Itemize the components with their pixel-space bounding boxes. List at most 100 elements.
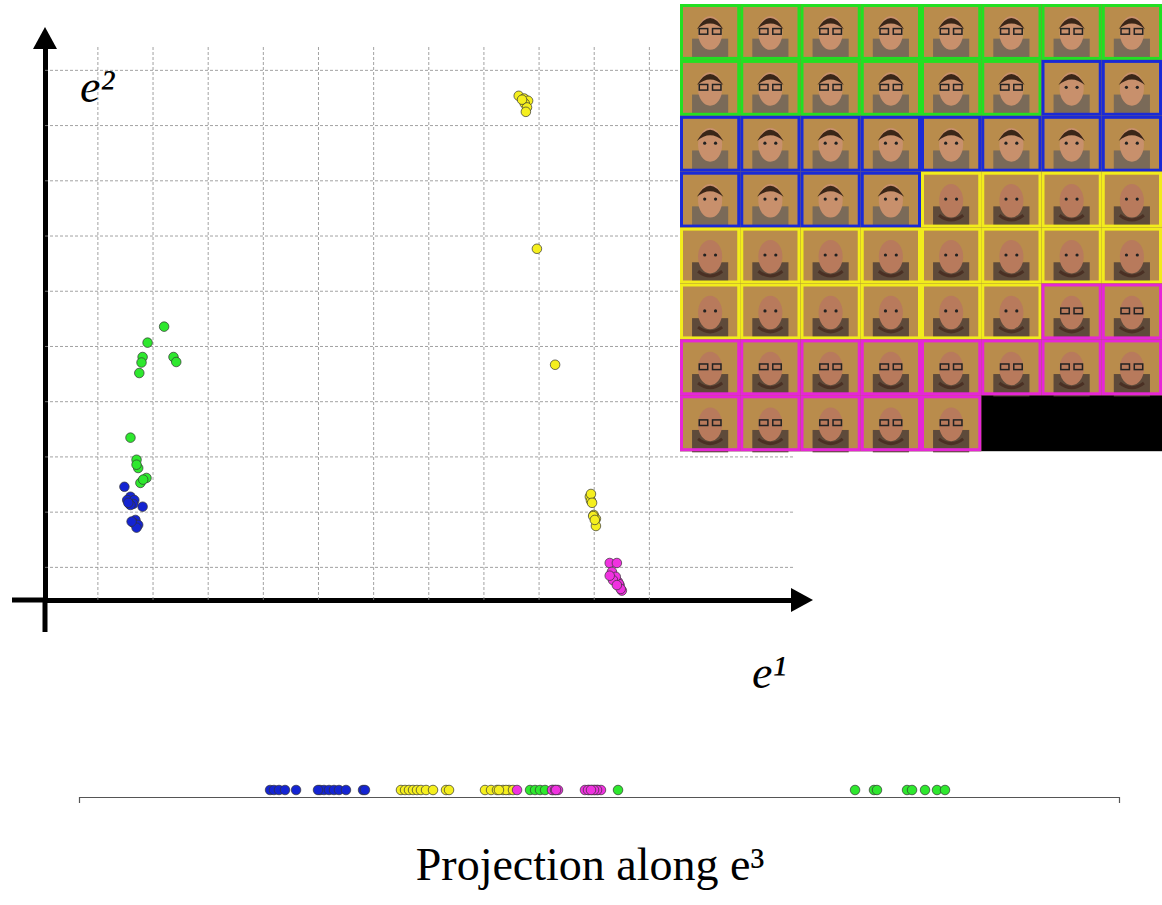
thumbnail-glasses: [1134, 308, 1142, 314]
thumbnail-eye: [895, 309, 898, 312]
thumbnail-glasses: [1001, 84, 1009, 90]
face-thumbnail: [981, 284, 1041, 341]
thumbnail-border: [983, 229, 1040, 282]
thumbnail-background: [740, 395, 800, 451]
thumbnail-border: [862, 229, 919, 282]
thumbnail-face: [819, 352, 843, 386]
thumbnail-background: [801, 339, 861, 395]
thumbnail-face: [879, 408, 903, 442]
thumbnail-glasses: [699, 420, 707, 426]
thumbnail-border: [802, 397, 859, 450]
face-thumbnail: [680, 4, 740, 61]
face-thumbnail: [680, 172, 740, 229]
thumbnail-background: [981, 284, 1041, 340]
tick: [153, 45, 154, 600]
face-thumbnail: [740, 172, 800, 229]
thumbnail-beard: [879, 327, 903, 332]
thumbnail-beard: [939, 215, 963, 220]
thumbnail-background: [801, 395, 861, 451]
grid-line: [153, 45, 154, 600]
face-thumbnail: [1102, 60, 1162, 117]
face-thumbnail: [921, 395, 981, 452]
face-thumbnail: [1102, 228, 1162, 285]
thumbnail-glasses: [880, 420, 888, 426]
thumbnail-glasses: [940, 364, 948, 370]
thumbnail-glasses: [940, 84, 948, 90]
thumbnail-hair: [697, 74, 724, 85]
thumbnail-beard: [999, 215, 1023, 220]
thumbnail-beard: [1060, 327, 1084, 332]
thumbnail-eye: [1075, 253, 1078, 256]
face-thumbnail: [1102, 116, 1162, 173]
thumbnail-eye: [774, 142, 777, 145]
point: [291, 785, 301, 795]
thumbnail-border: [1043, 117, 1100, 170]
thumbnail-eye: [1065, 253, 1068, 256]
x-axis-title: e¹: [752, 647, 786, 698]
thumbnail-face: [758, 408, 782, 442]
thumbnail-border: [862, 285, 919, 338]
face-thumbnail: [801, 284, 861, 341]
thumbnail-face: [939, 352, 963, 386]
thumbnail-eye: [1075, 142, 1078, 145]
thumbnail-background: [921, 339, 981, 395]
thumbnail-glasses: [699, 84, 707, 90]
grid-line: [45, 512, 795, 513]
thumbnail-face: [758, 352, 782, 386]
face-thumbnail: [861, 4, 921, 61]
thumbnail-eye: [955, 142, 958, 145]
thumbnail-border: [983, 173, 1040, 226]
face-thumbnail: [1102, 284, 1162, 341]
point: [517, 95, 527, 105]
point: [612, 580, 622, 590]
grid-line: [263, 45, 264, 600]
thumbnail-border: [802, 6, 859, 59]
thumbnail-face: [819, 296, 843, 330]
grid-line: [428, 45, 429, 600]
thumbnail-beard: [819, 271, 843, 276]
thumbnail-hair: [817, 74, 844, 85]
scatter-panel: e²e¹: [12, 27, 813, 698]
face-thumbnail: [740, 339, 800, 396]
face-thumbnail: [801, 172, 861, 229]
thumbnail-face: [1120, 184, 1144, 218]
thumbnail-eye: [944, 197, 947, 200]
thumbnail-border: [862, 173, 919, 226]
face-thumbnail: [801, 339, 861, 396]
thumbnail-hair: [878, 186, 905, 197]
y-arrowhead: [33, 27, 57, 49]
thumbnail-glasses: [880, 29, 888, 35]
thumbnail-border: [742, 173, 799, 226]
face-thumbnail: [680, 339, 740, 396]
thumbnail-glasses: [954, 84, 962, 90]
point: [132, 460, 142, 470]
thumbnail-hair: [757, 186, 784, 197]
face-thumbnail: [801, 60, 861, 117]
thumbnail-border: [682, 6, 739, 59]
thumbnail-glasses: [1061, 308, 1069, 314]
thumbnail-face: [999, 184, 1023, 218]
thumbnail-glasses: [713, 364, 721, 370]
thumbnail-beard: [879, 383, 903, 388]
thumbnail-glasses: [820, 420, 828, 426]
thumbnail-border: [862, 117, 919, 170]
points: [120, 91, 627, 595]
grid-line: [318, 45, 319, 600]
face-thumbnail: [740, 116, 800, 173]
point: [612, 558, 622, 568]
thumbnail-border: [1043, 229, 1100, 282]
thumbnail-background: [1042, 284, 1102, 340]
face-thumbnail: [921, 60, 981, 117]
thumbnail-background: [740, 284, 800, 340]
thumbnail-eye: [824, 197, 827, 200]
thumbnail-eye: [895, 142, 898, 145]
thumbnail-border: [742, 397, 799, 450]
thumbnail-glasses: [1061, 364, 1069, 370]
thumbnail-eye: [1065, 142, 1068, 145]
thumbnail-glasses: [954, 29, 962, 35]
axis-line: [46, 598, 796, 603]
thumbnail-hair: [878, 130, 905, 141]
thumbnail-eye: [714, 142, 717, 145]
thumbnail-eye: [895, 197, 898, 200]
thumbnail-glasses: [699, 364, 707, 370]
